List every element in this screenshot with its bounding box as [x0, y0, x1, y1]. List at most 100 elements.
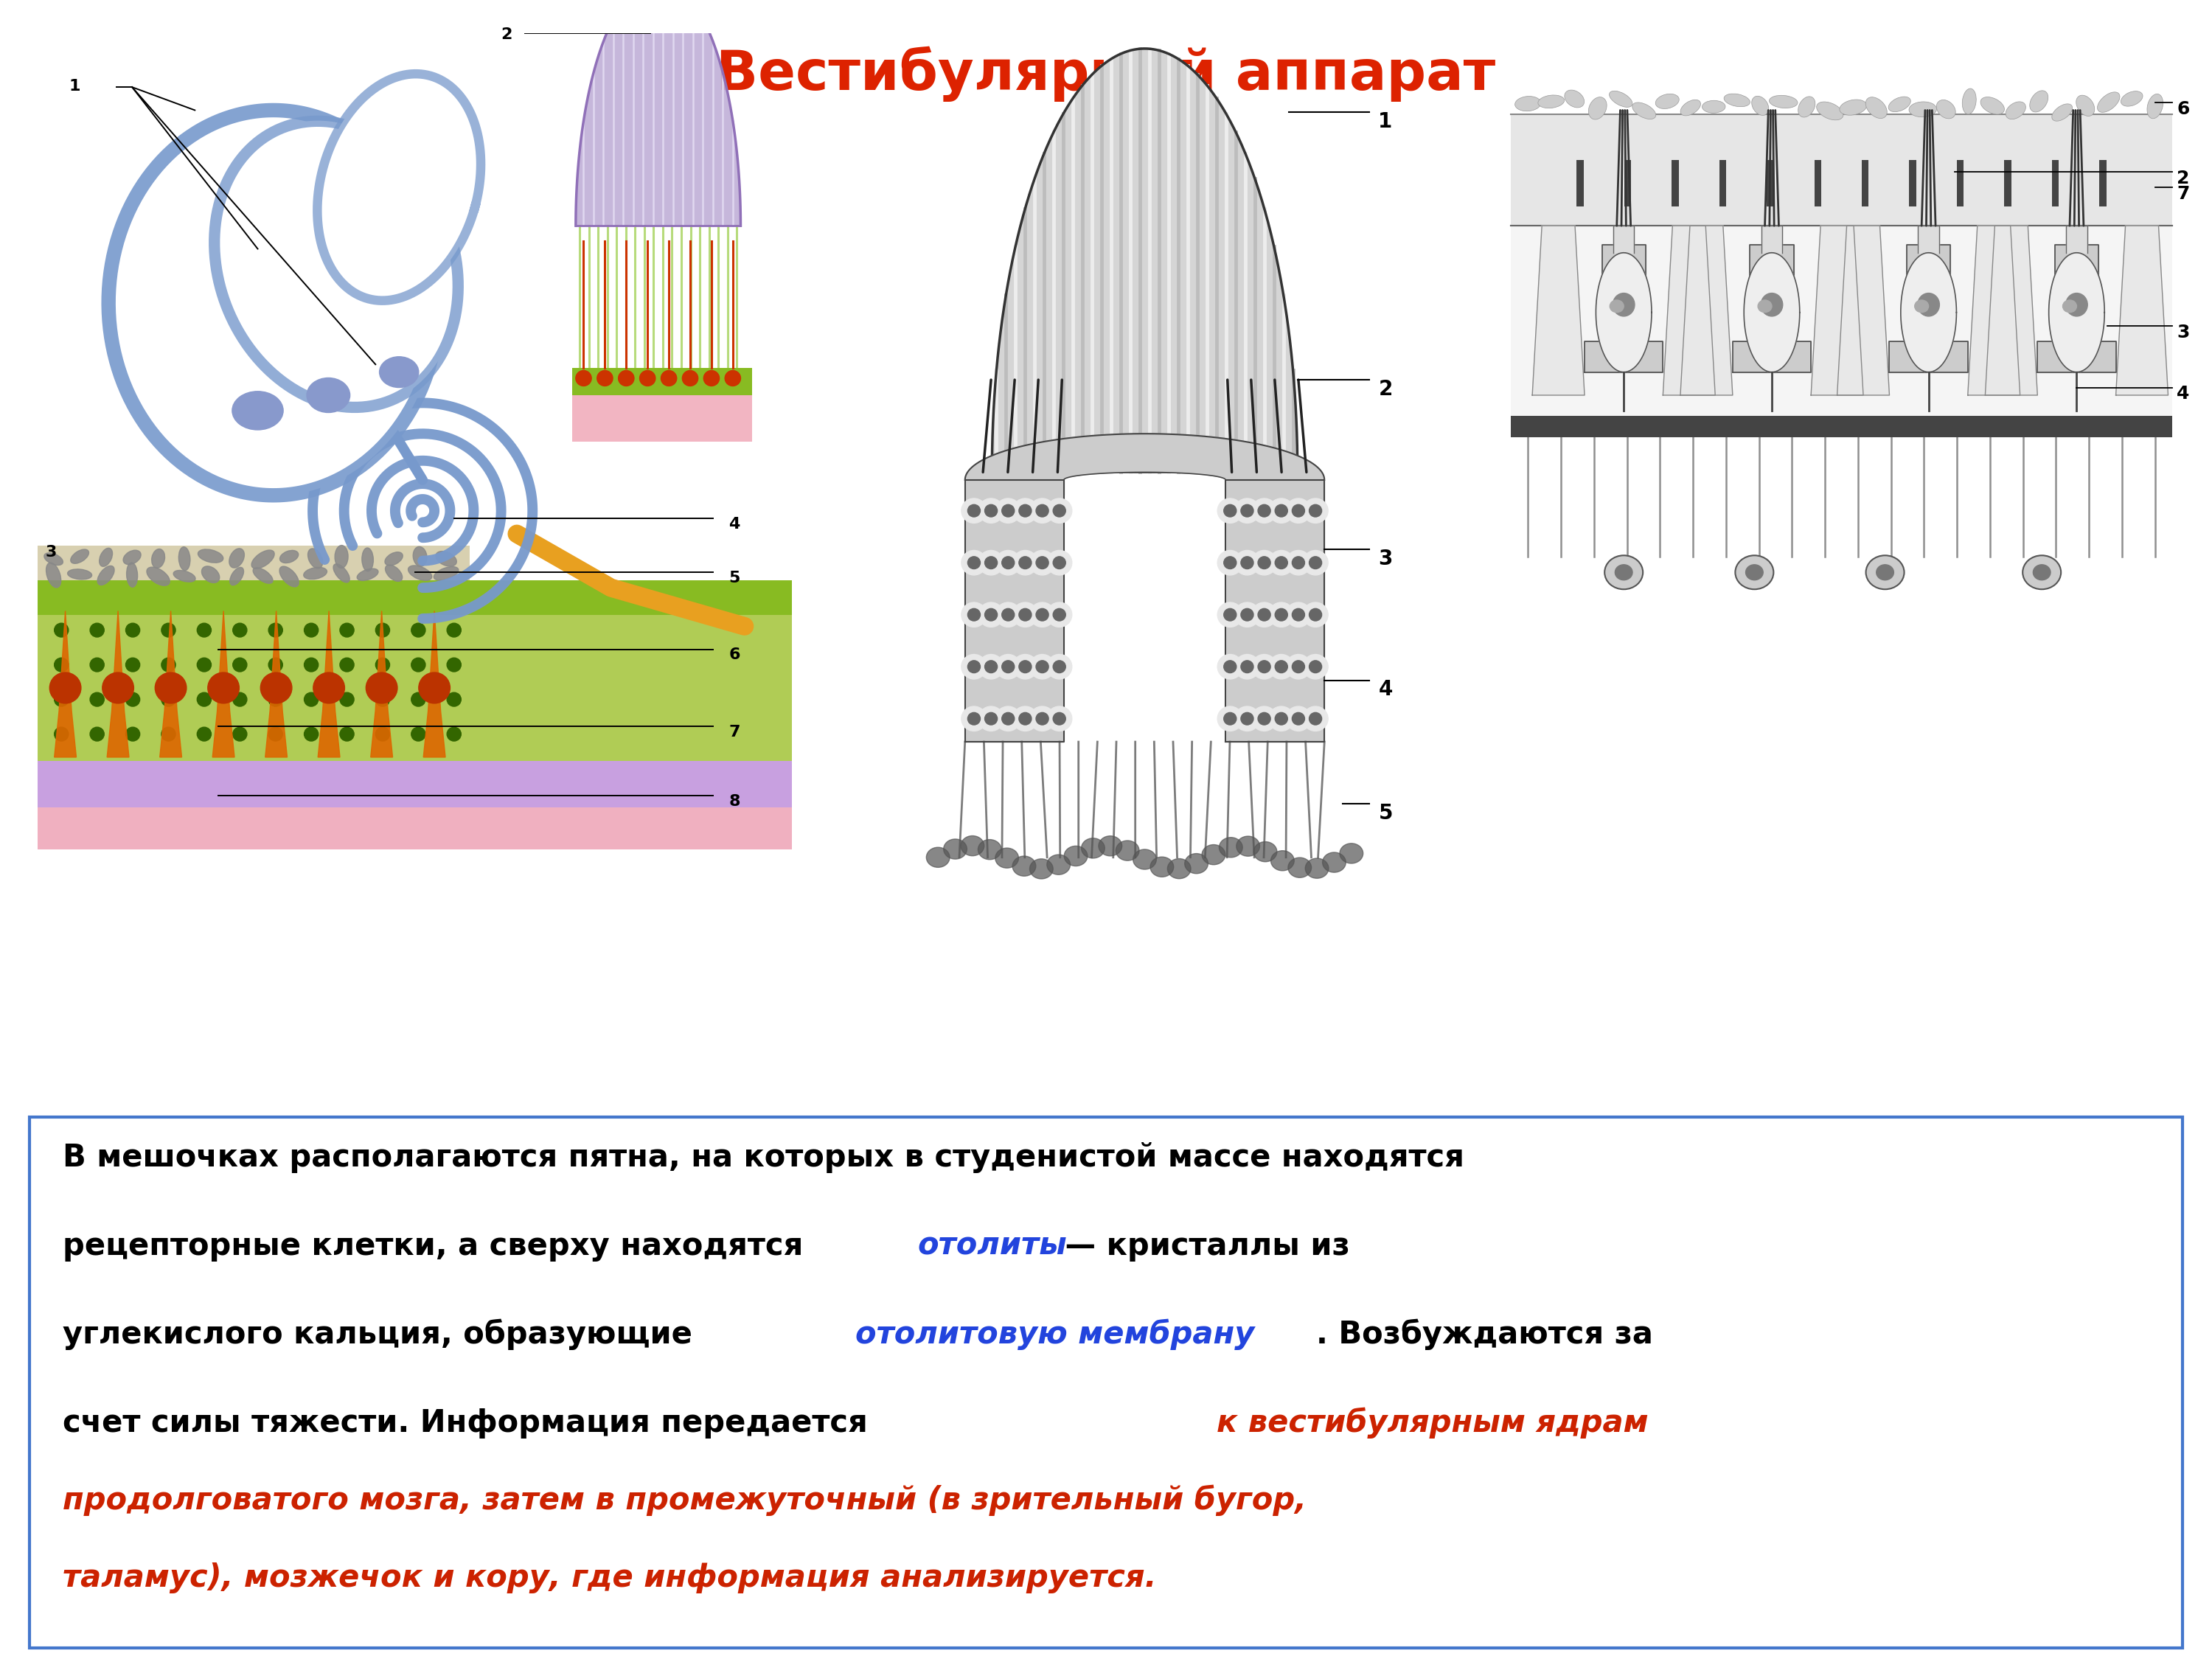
Polygon shape [1838, 226, 1889, 395]
Text: продолговатого мозга, затем в промежуточный (в зрительный бугор,: продолговатого мозга, затем в промежуточ… [62, 1485, 1307, 1516]
Ellipse shape [2097, 91, 2119, 113]
Ellipse shape [1303, 654, 1327, 679]
Bar [469, 581, 792, 615]
Bar [469, 761, 792, 808]
Circle shape [411, 727, 425, 742]
Text: 7: 7 [730, 725, 741, 740]
Ellipse shape [1234, 551, 1261, 576]
Ellipse shape [978, 602, 1004, 627]
Polygon shape [1743, 252, 1801, 372]
Circle shape [1272, 851, 1294, 871]
Ellipse shape [1285, 551, 1312, 576]
Bar [38, 615, 469, 761]
Circle shape [376, 659, 389, 672]
Circle shape [1305, 858, 1329, 878]
Circle shape [305, 727, 319, 742]
Circle shape [55, 692, 69, 707]
Ellipse shape [1259, 660, 1270, 674]
Circle shape [1186, 853, 1208, 874]
Circle shape [55, 727, 69, 742]
Ellipse shape [1241, 504, 1254, 518]
Ellipse shape [1270, 654, 1294, 679]
Ellipse shape [385, 552, 403, 566]
Ellipse shape [1285, 498, 1312, 523]
Bar [38, 808, 469, 849]
Text: Вестибулярный аппарат: Вестибулярный аппарат [717, 46, 1495, 101]
Text: 4: 4 [2177, 385, 2190, 403]
Ellipse shape [1259, 504, 1270, 518]
Ellipse shape [201, 566, 219, 582]
Circle shape [91, 659, 104, 672]
Ellipse shape [1002, 660, 1015, 674]
Polygon shape [964, 479, 1064, 742]
Text: 5: 5 [1378, 803, 1394, 823]
Ellipse shape [1234, 707, 1261, 732]
Text: — кристаллы из: — кристаллы из [1055, 1231, 1349, 1261]
Ellipse shape [1310, 712, 1323, 725]
Ellipse shape [978, 654, 1004, 679]
Ellipse shape [1752, 96, 1770, 116]
Text: счет силы тяжести. Информация передается: счет силы тяжести. Информация передается [62, 1407, 878, 1438]
Ellipse shape [1935, 100, 1955, 118]
Ellipse shape [1274, 609, 1287, 620]
Ellipse shape [995, 654, 1020, 679]
Circle shape [102, 672, 133, 703]
Ellipse shape [97, 566, 115, 586]
Circle shape [197, 692, 210, 707]
Circle shape [1254, 841, 1276, 861]
Ellipse shape [2006, 101, 2026, 119]
Circle shape [268, 659, 283, 672]
Polygon shape [2117, 226, 2168, 395]
Ellipse shape [1223, 712, 1237, 725]
Bar [38, 546, 469, 581]
Ellipse shape [1303, 602, 1327, 627]
Circle shape [960, 836, 984, 856]
Ellipse shape [1865, 98, 1887, 118]
Ellipse shape [307, 378, 349, 413]
Ellipse shape [385, 564, 403, 581]
Ellipse shape [967, 556, 980, 569]
Text: 4: 4 [730, 516, 741, 531]
Circle shape [305, 692, 319, 707]
Circle shape [161, 624, 175, 637]
Ellipse shape [1303, 498, 1327, 523]
Polygon shape [1889, 246, 1969, 372]
Ellipse shape [1292, 712, 1305, 725]
Circle shape [2033, 564, 2051, 581]
Circle shape [161, 692, 175, 707]
Ellipse shape [1889, 96, 1911, 111]
Circle shape [314, 672, 345, 703]
Ellipse shape [1632, 103, 1657, 119]
Circle shape [1219, 838, 1243, 858]
Circle shape [161, 727, 175, 742]
Ellipse shape [1962, 88, 1975, 114]
Ellipse shape [1029, 602, 1055, 627]
Polygon shape [575, 0, 741, 226]
Ellipse shape [1002, 712, 1015, 725]
Circle shape [126, 727, 139, 742]
Polygon shape [1225, 479, 1325, 742]
Polygon shape [1984, 226, 2037, 395]
Ellipse shape [2053, 105, 2073, 121]
Circle shape [1916, 300, 1929, 312]
Circle shape [197, 727, 210, 742]
Ellipse shape [126, 562, 137, 587]
Ellipse shape [1223, 660, 1237, 674]
Ellipse shape [1310, 556, 1323, 569]
Text: 7: 7 [2177, 184, 2190, 202]
Ellipse shape [984, 660, 998, 674]
Ellipse shape [1053, 504, 1066, 518]
Polygon shape [319, 611, 341, 757]
Text: таламус), мозжечок и кору, где информация анализируется.: таламус), мозжечок и кору, где информаци… [62, 1563, 1157, 1593]
Ellipse shape [197, 549, 223, 562]
Ellipse shape [995, 602, 1020, 627]
Ellipse shape [1270, 551, 1294, 576]
Ellipse shape [1234, 654, 1261, 679]
Polygon shape [212, 611, 234, 757]
Ellipse shape [1029, 707, 1055, 732]
Ellipse shape [436, 551, 456, 566]
Circle shape [232, 624, 248, 637]
Ellipse shape [1053, 712, 1066, 725]
Circle shape [91, 727, 104, 742]
Bar [1624, 161, 1630, 206]
